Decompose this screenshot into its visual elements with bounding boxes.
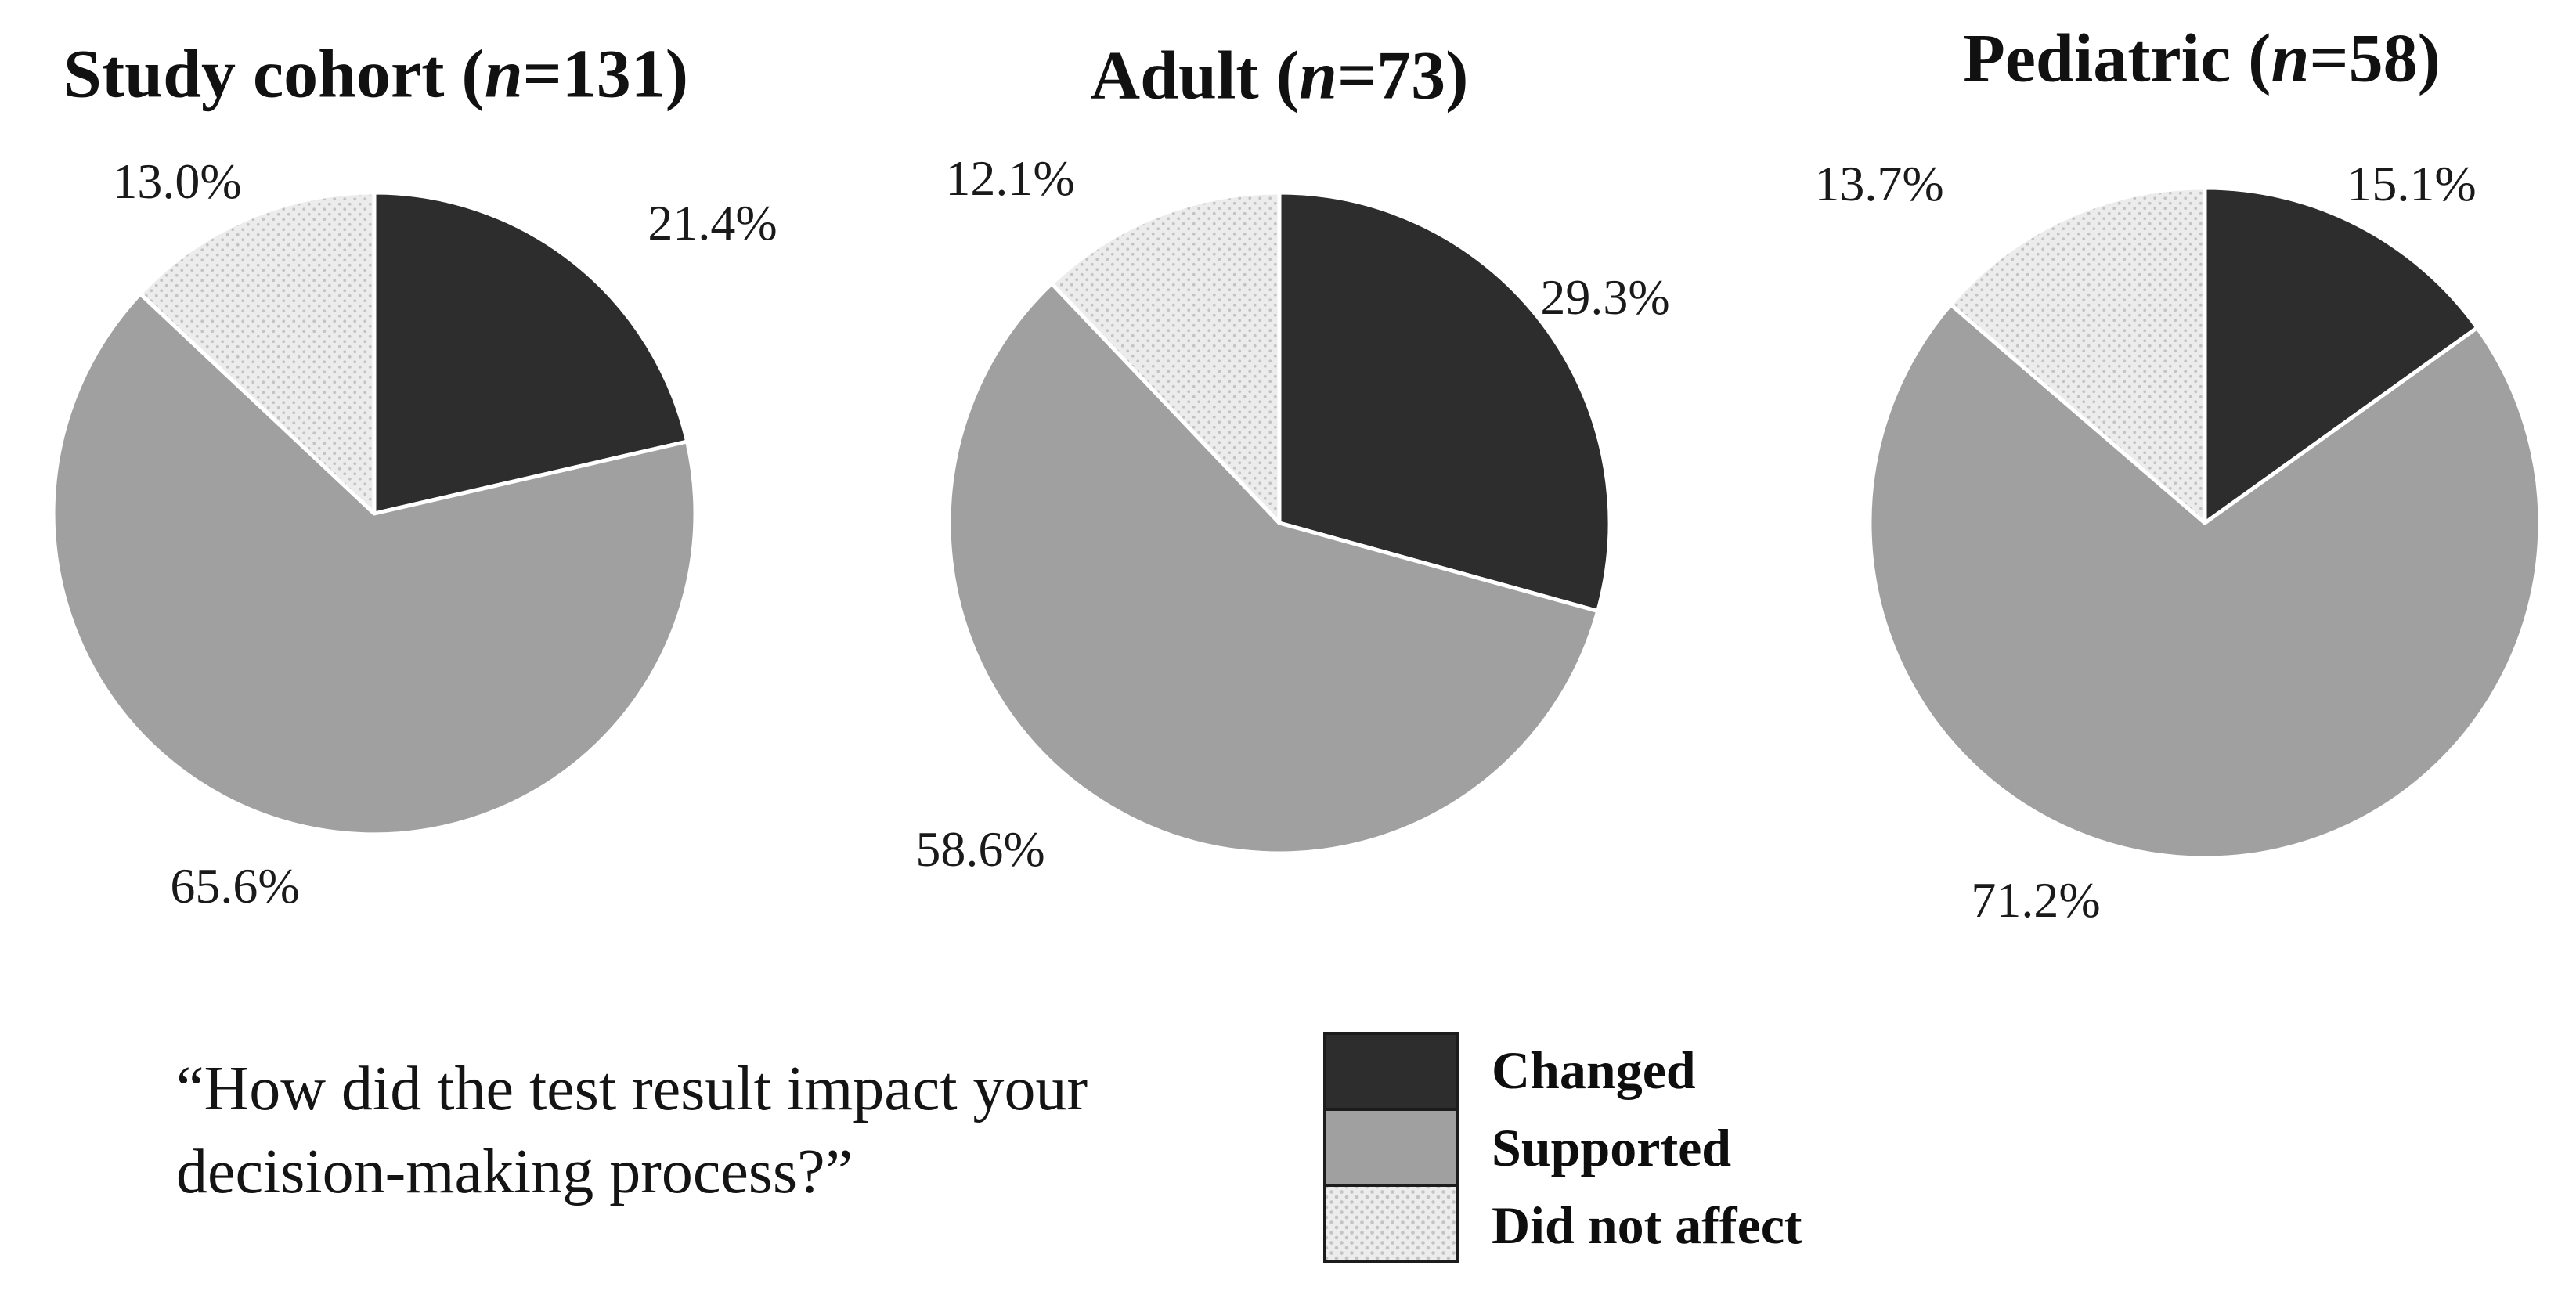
pie3-label-supported: 71.2% bbox=[1971, 872, 2101, 928]
pie3-slice-supported bbox=[1867, 302, 2542, 860]
pie2-slice-changed bbox=[1277, 190, 1612, 614]
pie1-label-supported: 65.6% bbox=[170, 858, 300, 914]
survey-question-line2: decision-making process?” bbox=[176, 1138, 853, 1206]
pie2-slice-did-not-affect bbox=[1049, 190, 1282, 525]
pie1-title-prefix: Study cohort ( bbox=[63, 36, 485, 113]
pie1-slice-did-not-affect bbox=[138, 190, 377, 516]
pie2-label-did-not-affect: 12.1% bbox=[945, 150, 1075, 206]
pie1-title-suffix: =131) bbox=[522, 36, 689, 113]
legend-label-changed: Changed bbox=[1492, 1040, 1696, 1100]
pie2-title: Adult (n=73) bbox=[1091, 37, 1469, 116]
legend-swatch-supported bbox=[1326, 1108, 1456, 1184]
pie2-label-supported: 58.6% bbox=[915, 821, 1045, 877]
pie3-label-did-not-affect: 13.7% bbox=[1814, 156, 1944, 211]
pie3-slice-did-not-affect bbox=[1948, 186, 2207, 525]
pie3-title: Pediatric (n=58) bbox=[1963, 20, 2441, 99]
pie1-slice-changed bbox=[372, 190, 690, 516]
survey-question: “How did the test result impact your dec… bbox=[176, 1047, 1088, 1213]
legend-label-did-not-affect: Did not affect bbox=[1492, 1195, 1802, 1255]
pie-chart-pediatric-svg bbox=[1867, 186, 2542, 860]
pie-chart-study-cohort bbox=[6, 146, 742, 882]
pie1-title: Study cohort (n=131) bbox=[63, 35, 688, 114]
pie-chart-adult-svg bbox=[947, 190, 1612, 856]
pie2-title-prefix: Adult ( bbox=[1090, 38, 1300, 114]
pie1-label-did-not-affect: 13.0% bbox=[112, 153, 242, 209]
legend: Changed Supported Did not affect bbox=[1323, 1032, 1802, 1264]
pie3-slice-changed bbox=[2203, 186, 2480, 525]
pie2-slice-supported bbox=[947, 281, 1600, 856]
pie-chart-study-cohort-svg bbox=[51, 190, 698, 837]
pie1-title-n: n bbox=[484, 36, 523, 113]
pie3-label-changed: 15.1% bbox=[2347, 156, 2477, 211]
pie-chart-pediatric bbox=[1837, 155, 2573, 891]
survey-question-line1: “How did the test result impact your bbox=[176, 1055, 1088, 1123]
pie1-label-changed: 21.4% bbox=[648, 195, 777, 251]
legend-labels: Changed Supported Did not affect bbox=[1492, 1032, 1802, 1264]
pie1-slice-supported bbox=[51, 291, 698, 837]
pie2-title-n: n bbox=[1299, 38, 1337, 114]
legend-swatch-did-not-affect bbox=[1326, 1184, 1456, 1260]
legend-swatch-column bbox=[1323, 1032, 1459, 1263]
pie3-title-prefix: Pediatric ( bbox=[1963, 20, 2271, 97]
legend-swatch-changed bbox=[1326, 1035, 1456, 1108]
pie3-title-n: n bbox=[2271, 20, 2310, 97]
pie2-title-suffix: =73) bbox=[1337, 38, 1469, 114]
pie-chart-adult bbox=[911, 155, 1647, 891]
pie3-title-suffix: =58) bbox=[2309, 20, 2441, 97]
legend-label-supported: Supported bbox=[1492, 1118, 1732, 1177]
pie2-label-changed: 29.3% bbox=[1540, 269, 1670, 325]
